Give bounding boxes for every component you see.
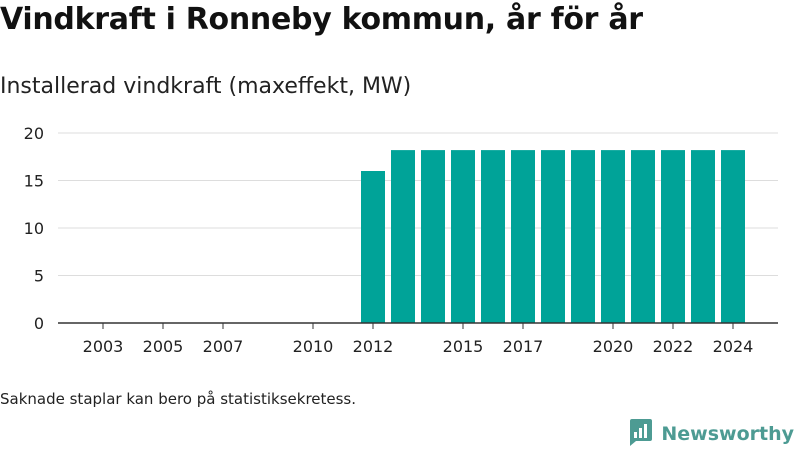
x-tick-label: 2010 bbox=[293, 337, 334, 356]
x-tick-label: 2007 bbox=[203, 337, 244, 356]
bar-2022 bbox=[661, 150, 685, 323]
y-tick-label: 20 bbox=[24, 124, 44, 143]
bar-2012 bbox=[361, 171, 385, 323]
bar-2019 bbox=[571, 150, 595, 323]
bar-chart: 0 5 10 15 20 2003 2005 2007 2010 2012 2015 2017 202… bbox=[24, 124, 778, 356]
footnote: Saknade staplar kan bero på statistiksek… bbox=[0, 390, 357, 408]
x-tick-label: 2005 bbox=[143, 337, 184, 356]
bar-2016 bbox=[481, 150, 505, 323]
bar-2017 bbox=[511, 150, 535, 323]
x-tick-label: 2022 bbox=[653, 337, 694, 356]
bar-2015 bbox=[451, 150, 475, 323]
y-tick-label: 0 bbox=[34, 314, 44, 333]
x-tick-label: 2012 bbox=[353, 337, 394, 356]
gridlines bbox=[58, 132, 778, 276]
newsworthy-logo-icon bbox=[627, 418, 653, 450]
bar-2024 bbox=[721, 150, 745, 323]
brand-logo[interactable]: Newsworthy bbox=[627, 418, 794, 450]
bars bbox=[361, 150, 745, 323]
x-tick-label: 2024 bbox=[713, 337, 754, 356]
x-tick-label: 2003 bbox=[83, 337, 124, 356]
bar-2013 bbox=[391, 150, 415, 323]
y-tick-label: 10 bbox=[24, 219, 44, 238]
x-tick-label: 2015 bbox=[443, 337, 484, 356]
y-tick-label: 5 bbox=[34, 267, 44, 286]
bar-2014 bbox=[421, 150, 445, 323]
x-axis-labels: 2003 2005 2007 2010 2012 2015 2017 2020 2022 2024 bbox=[83, 323, 754, 356]
chart-title: Vindkraft i Ronneby kommun, år för år bbox=[0, 2, 643, 37]
y-tick-label: 15 bbox=[24, 172, 44, 191]
bar-2020 bbox=[601, 150, 625, 323]
bar-2018 bbox=[541, 150, 565, 323]
bar-2023 bbox=[691, 150, 715, 323]
x-tick-label: 2020 bbox=[593, 337, 634, 356]
y-axis-labels: 0 5 10 15 20 bbox=[24, 124, 44, 333]
bar-2021 bbox=[631, 150, 655, 323]
chart-subtitle: Installerad vindkraft (maxeffekt, MW) bbox=[0, 74, 412, 99]
brand-name: Newsworthy bbox=[661, 423, 794, 445]
x-tick-label: 2017 bbox=[503, 337, 544, 356]
